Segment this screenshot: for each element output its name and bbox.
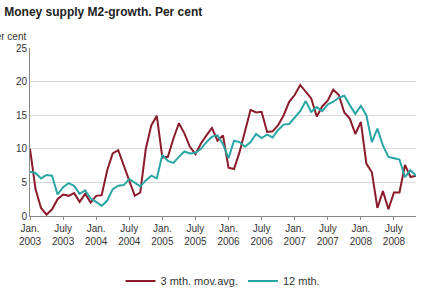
svg-text:Jan.2008: Jan.2008 <box>350 223 373 247</box>
svg-text:July2004: July2004 <box>118 223 141 247</box>
svg-text:July2005: July2005 <box>184 223 207 247</box>
svg-text:10: 10 <box>16 143 28 154</box>
svg-text:Jan.2006: Jan.2006 <box>217 223 240 247</box>
svg-text:July2006: July2006 <box>250 223 273 247</box>
svg-text:July2003: July2003 <box>52 223 75 247</box>
svg-text:5: 5 <box>21 177 27 188</box>
svg-text:Jan.2005: Jan.2005 <box>151 223 174 247</box>
svg-text:Jan.2003: Jan.2003 <box>19 223 42 247</box>
svg-text:July2008: July2008 <box>383 223 406 247</box>
svg-text:Money supply M2-growth. Per ce: Money supply M2-growth. Per cent <box>4 5 202 19</box>
svg-text:3 mth. mov.avg.: 3 mth. mov.avg. <box>161 275 238 287</box>
svg-text:15: 15 <box>16 110 28 121</box>
svg-text:25: 25 <box>16 43 28 54</box>
svg-text:12 mth.: 12 mth. <box>283 275 320 287</box>
svg-text:July2007: July2007 <box>317 223 340 247</box>
svg-text:20: 20 <box>16 76 28 87</box>
svg-text:Jan.2004: Jan.2004 <box>85 223 108 247</box>
svg-text:0: 0 <box>21 211 27 222</box>
svg-text:Jan.2007: Jan.2007 <box>284 223 307 247</box>
svg-text:Per cent: Per cent <box>0 31 26 42</box>
